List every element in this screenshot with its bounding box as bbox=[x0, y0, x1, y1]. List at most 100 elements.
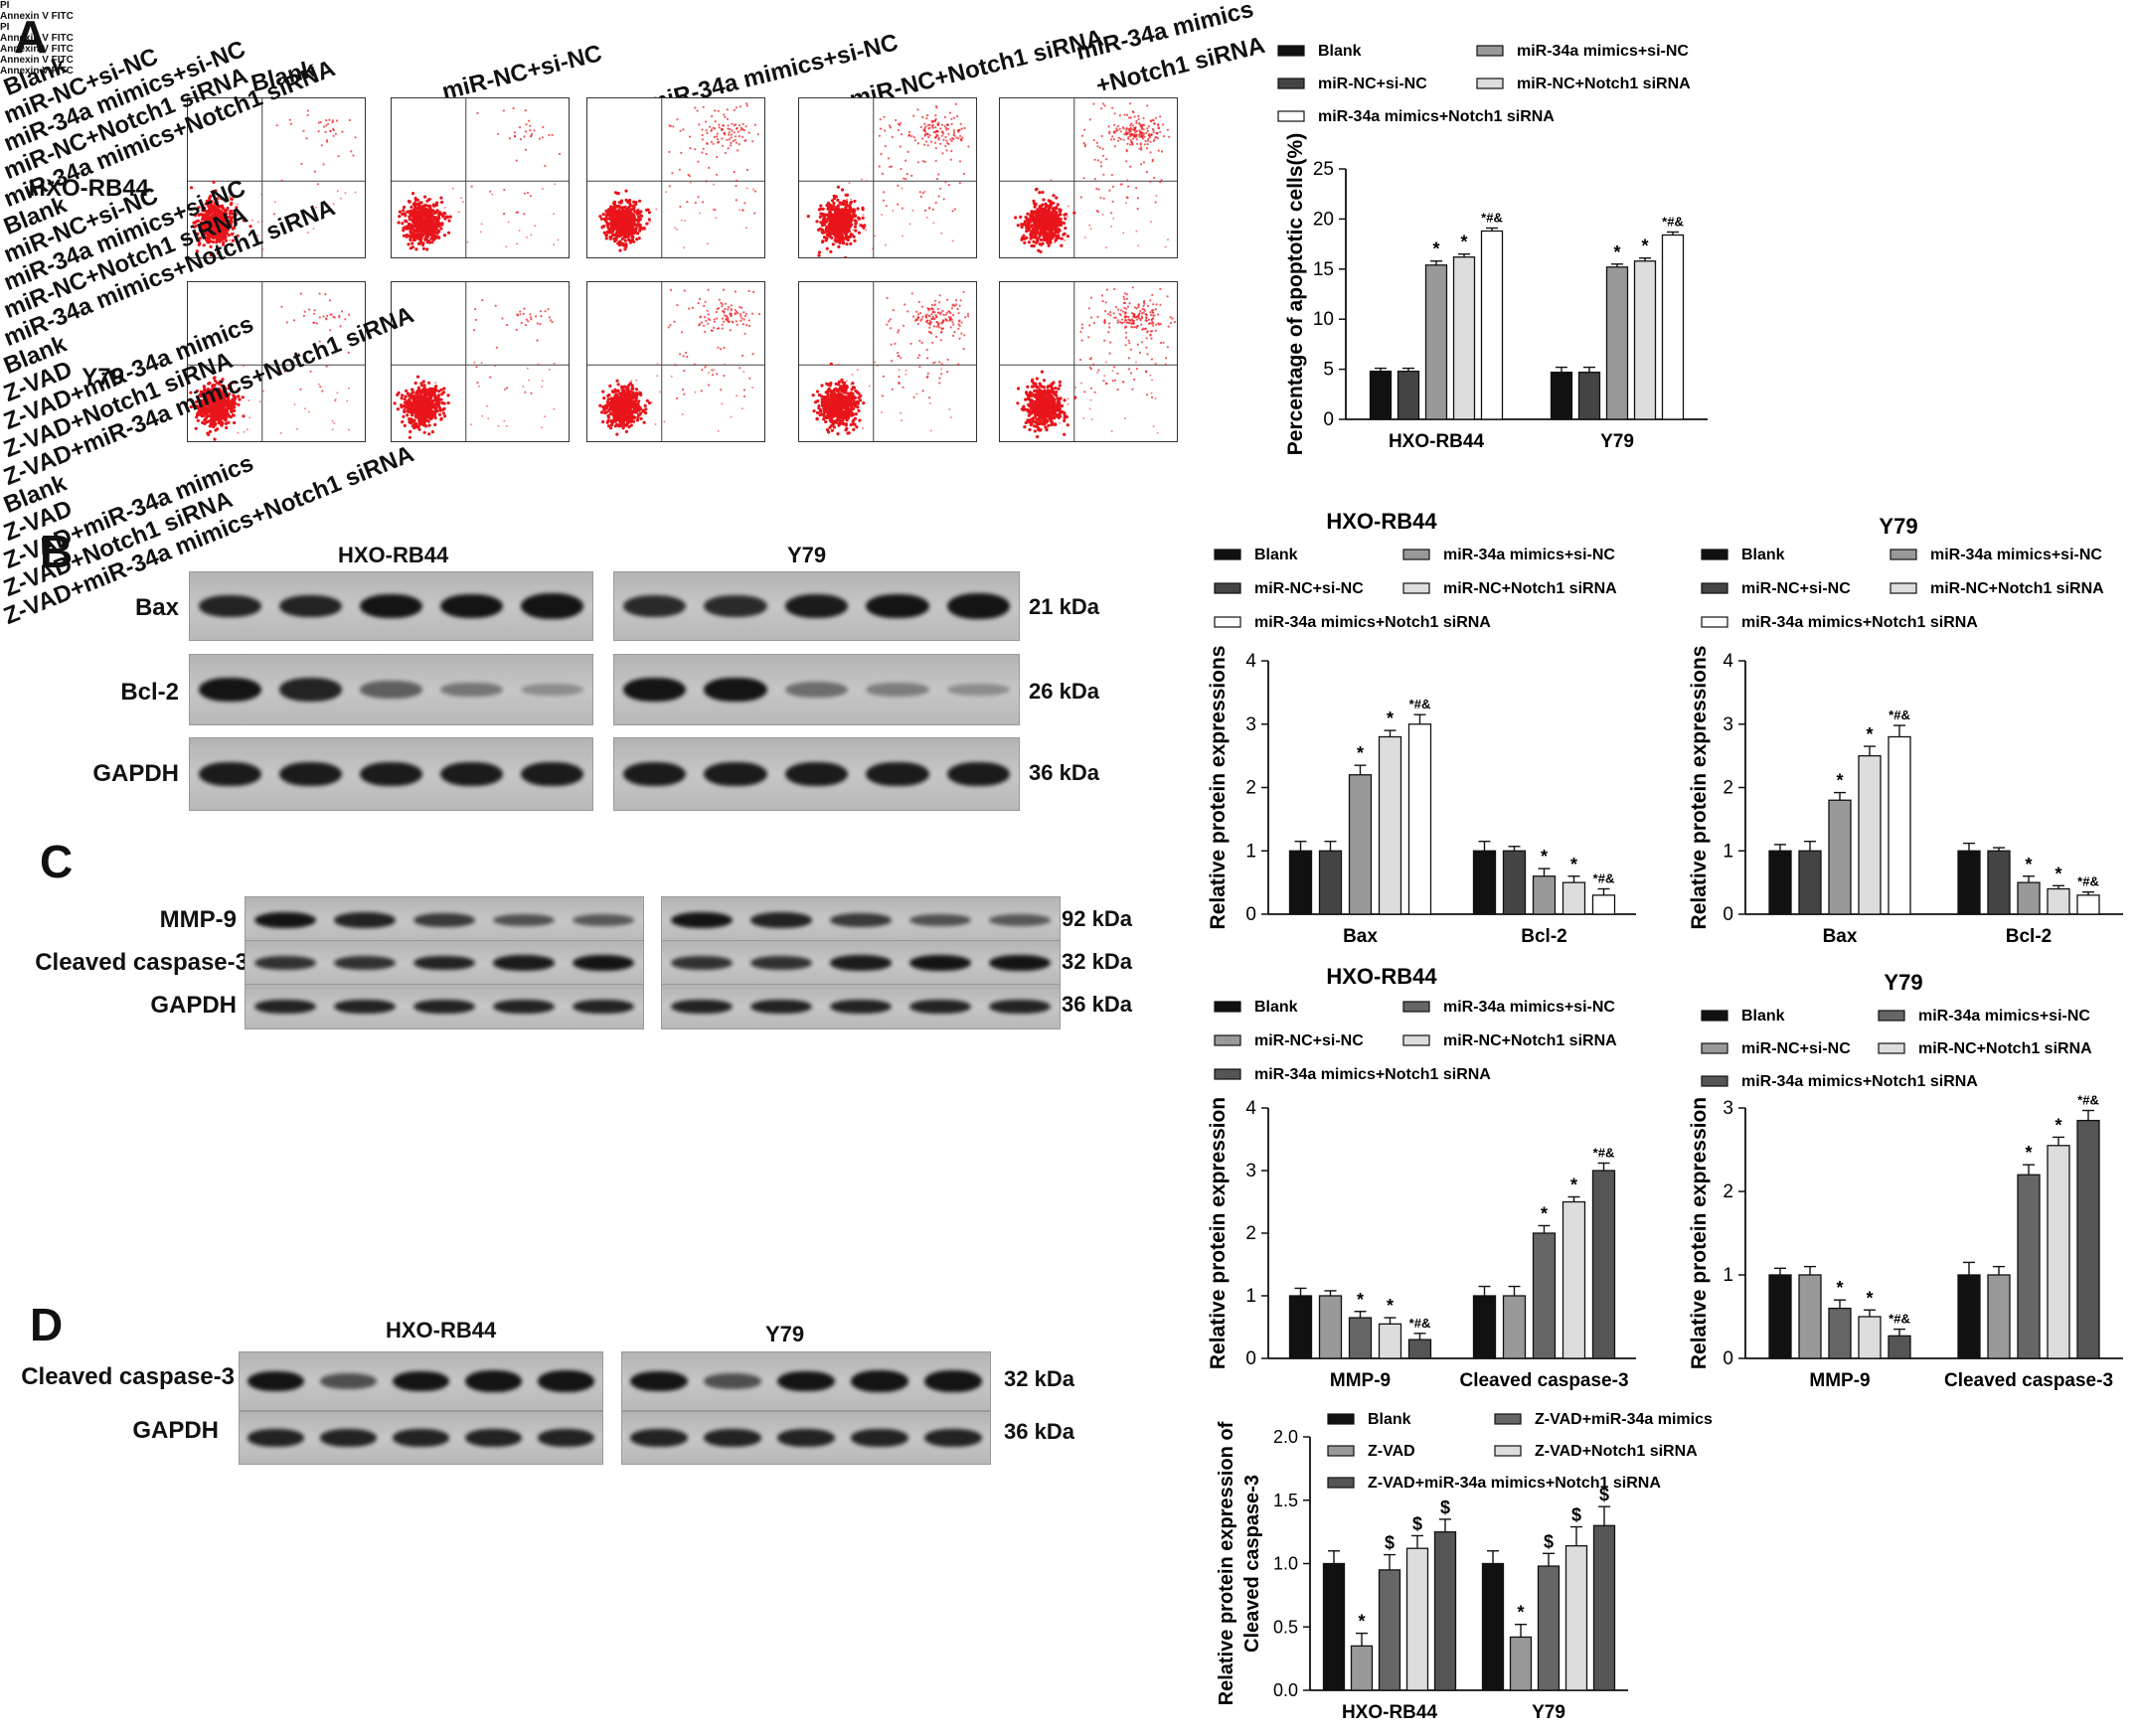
flow-dot bbox=[1125, 202, 1127, 204]
flow-dot bbox=[1090, 228, 1092, 230]
flow-dot bbox=[1165, 246, 1167, 248]
flow-dot bbox=[1064, 217, 1067, 220]
flow-dot bbox=[626, 387, 629, 390]
flow-dot bbox=[636, 418, 639, 421]
flow-dot bbox=[1048, 244, 1051, 247]
flow-dot bbox=[1137, 197, 1139, 199]
flow-dot bbox=[1135, 187, 1137, 189]
flow-dot bbox=[1167, 238, 1169, 240]
flow-dot bbox=[1048, 225, 1051, 228]
flow-dot bbox=[1088, 225, 1090, 227]
flow-dot bbox=[630, 424, 633, 427]
flow-dot bbox=[1028, 240, 1031, 243]
flow-dot bbox=[1055, 211, 1058, 214]
flow-dot bbox=[1112, 201, 1114, 203]
flow-dot bbox=[637, 399, 640, 402]
flow-dot bbox=[625, 430, 628, 433]
flow-dot bbox=[1108, 190, 1110, 192]
flow-dot bbox=[1149, 181, 1151, 183]
flow-dot bbox=[1059, 210, 1062, 213]
flow-dot bbox=[1037, 224, 1040, 227]
flow-dot bbox=[643, 421, 646, 424]
flow-dot bbox=[598, 404, 601, 407]
flow-dot bbox=[1122, 233, 1124, 235]
flow-dot bbox=[1038, 220, 1041, 223]
flow-dot bbox=[1044, 214, 1047, 217]
flow-dot bbox=[1052, 234, 1055, 237]
flow-dot bbox=[607, 397, 610, 400]
flow-dot bbox=[1063, 222, 1066, 225]
flow-dot bbox=[1020, 223, 1023, 226]
flow-dot bbox=[1064, 227, 1067, 230]
flow-dot bbox=[1042, 242, 1045, 245]
flow-dot bbox=[1126, 197, 1128, 199]
flow-dot bbox=[1067, 235, 1069, 237]
flow-dot bbox=[632, 395, 635, 398]
flow-dot bbox=[602, 408, 605, 411]
flow-dot bbox=[1055, 238, 1058, 241]
flow-dot bbox=[635, 388, 638, 391]
flow-dot bbox=[1060, 224, 1063, 227]
flow-dot bbox=[1052, 223, 1055, 226]
flow-dot bbox=[648, 401, 651, 404]
panel-letter-a: A bbox=[14, 10, 47, 64]
flow-dot bbox=[1041, 222, 1043, 224]
flow-dot bbox=[1153, 177, 1155, 179]
flow-dot bbox=[1155, 201, 1157, 203]
flow-dot bbox=[1039, 242, 1042, 245]
flow-dot bbox=[1065, 213, 1068, 216]
flow-dot bbox=[1035, 241, 1038, 244]
flow-dot bbox=[613, 412, 616, 415]
flow-dot bbox=[607, 416, 610, 419]
flow-dot bbox=[1135, 231, 1137, 233]
flow-dot bbox=[644, 404, 647, 407]
flow-dot bbox=[1038, 234, 1041, 237]
flow-dot bbox=[1062, 234, 1065, 237]
flow-dot bbox=[1040, 238, 1043, 241]
flow-dot bbox=[1127, 186, 1129, 188]
flow-dot bbox=[644, 407, 647, 410]
flow-dot bbox=[1112, 186, 1114, 188]
flow-dot bbox=[1061, 237, 1064, 240]
flow-dot bbox=[1137, 244, 1139, 246]
flow-dot bbox=[1027, 223, 1030, 226]
flow-dot bbox=[1064, 239, 1066, 241]
flow-dot bbox=[1105, 246, 1107, 248]
flow-dot bbox=[1057, 231, 1060, 234]
flow-dot bbox=[541, 426, 543, 428]
flow-dot bbox=[631, 393, 634, 395]
flow-dot bbox=[1023, 241, 1026, 244]
flow-dot bbox=[1050, 213, 1053, 216]
flow-dot bbox=[1039, 250, 1042, 253]
flow-dot bbox=[1033, 244, 1036, 247]
flow-dot bbox=[1025, 227, 1028, 230]
flow-dot bbox=[1110, 226, 1112, 228]
flow-dot bbox=[1042, 217, 1045, 220]
flow-dot bbox=[1048, 241, 1050, 243]
flow-dot bbox=[621, 416, 624, 419]
flow-dot bbox=[1032, 236, 1035, 238]
flow-dot bbox=[1054, 241, 1056, 243]
flow-dot bbox=[1058, 228, 1061, 231]
flow-dot bbox=[1084, 237, 1086, 238]
flow-dot bbox=[1035, 227, 1038, 230]
flow-dot bbox=[1067, 216, 1068, 218]
flow-dot bbox=[1159, 181, 1161, 183]
flow-dot bbox=[615, 433, 618, 436]
flow-dot bbox=[544, 415, 546, 417]
flow-dot bbox=[1112, 218, 1114, 220]
flow-dot bbox=[1072, 212, 1075, 215]
flow-dot bbox=[1044, 230, 1047, 233]
flow-dot bbox=[1156, 195, 1158, 197]
flow-dot bbox=[1121, 183, 1123, 185]
flow-dot bbox=[1041, 229, 1044, 232]
flow-dot bbox=[1045, 237, 1048, 239]
flow-dot bbox=[1103, 198, 1105, 200]
flow-dot bbox=[603, 411, 606, 414]
flow-dot bbox=[609, 405, 612, 408]
flow-dot bbox=[602, 396, 605, 399]
flow-dot bbox=[1025, 230, 1028, 233]
flow-dot bbox=[1055, 235, 1058, 237]
flow-dot bbox=[1102, 214, 1104, 216]
flow-dot bbox=[628, 420, 631, 423]
